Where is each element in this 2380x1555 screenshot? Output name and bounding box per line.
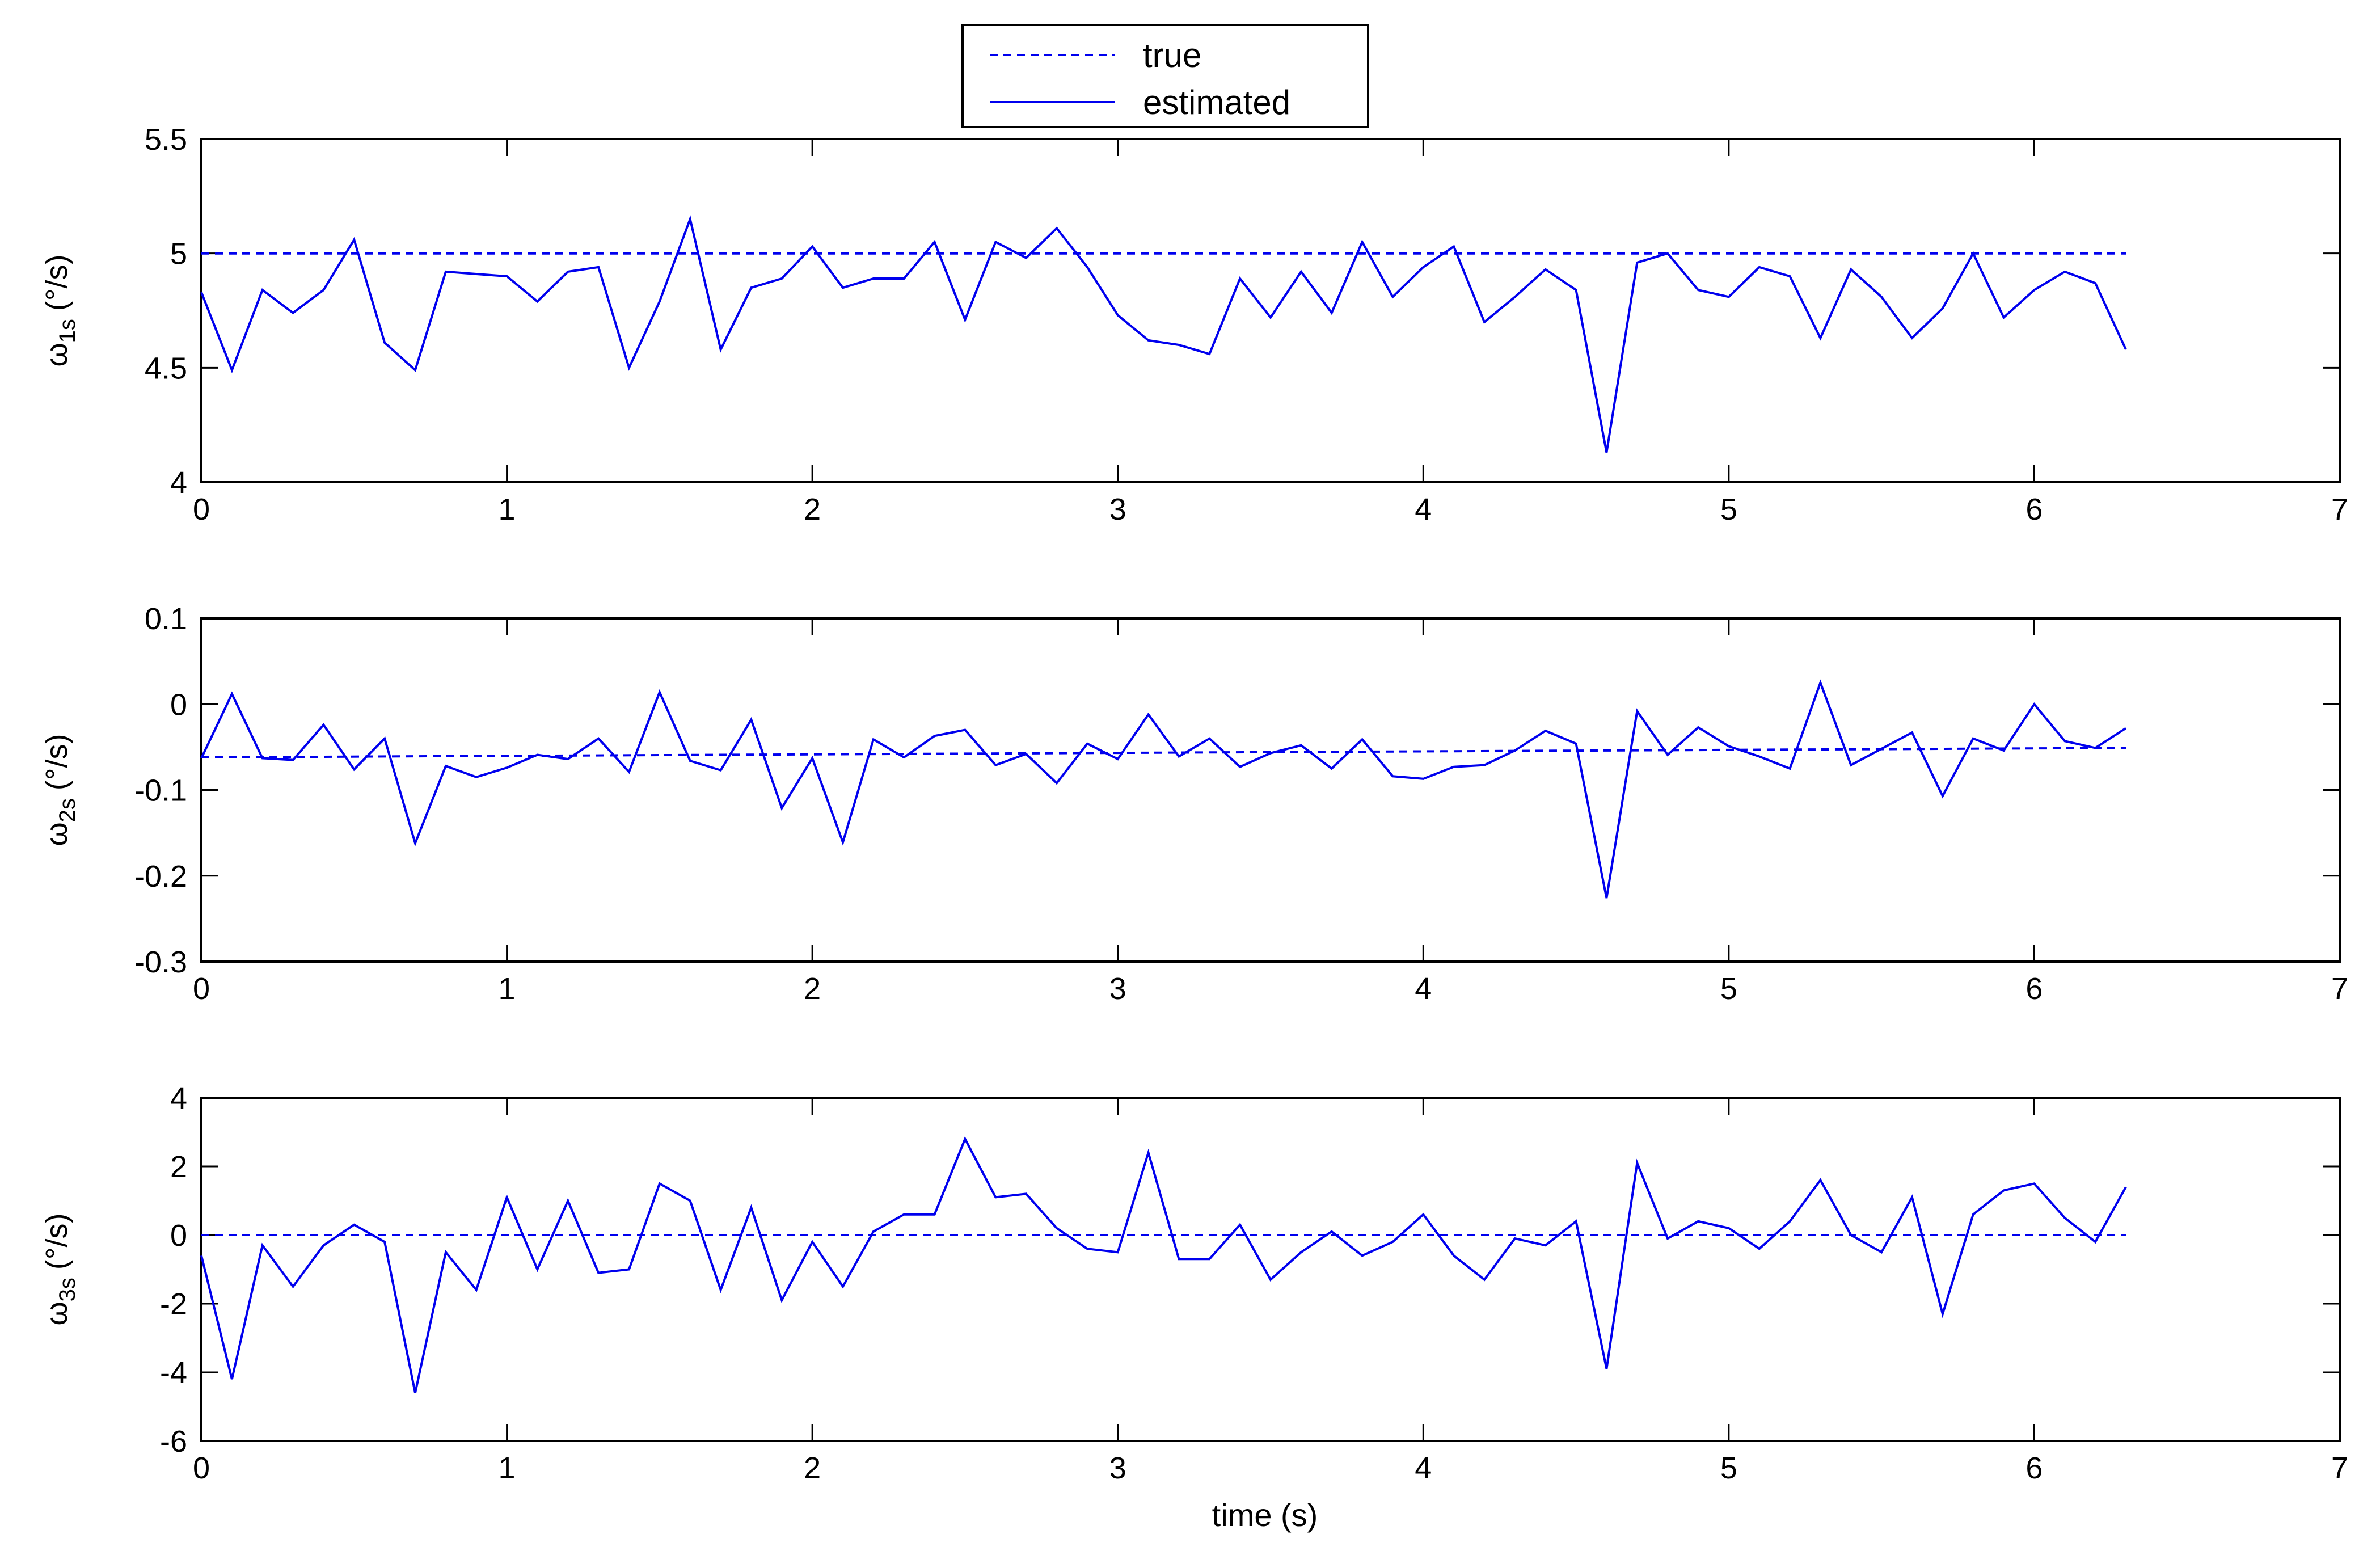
x-tick-label: 7 [2331,492,2348,526]
x-tick-label: 0 [193,492,210,526]
y-tick-label: -0.3 [134,945,187,979]
x-tick-label: 4 [1415,1451,1432,1485]
y-tick-label: -0.1 [134,774,187,808]
series-estimated-line [200,679,2127,899]
y-tick-label: -2 [160,1287,187,1321]
legend-estimated-label: estimated [1143,83,1290,121]
y-axis-label: ω3s (°/s) [40,1213,80,1326]
y-axis-label-unit: (°/s) [40,1213,74,1270]
subplot-1: 0 1 2 3 4 5 6 7 4 4.5 5 5.5 ω1s (°/s) [40,123,2348,526]
series-true-line [201,747,2126,758]
x-tick-label: 4 [1415,492,1432,526]
x-tick-label: 6 [2025,972,2043,1006]
x-tick-label: 6 [2025,492,2043,526]
x-tick-label: 1 [499,1451,516,1485]
axes-frame [200,1097,2341,1442]
x-tick-label: 1 [499,972,516,1006]
x-tick-label: 2 [804,1451,821,1485]
y-tick-label: -6 [160,1425,187,1459]
y-tick-label: 0 [170,688,187,722]
y-axis-label: ω1s (°/s) [40,255,80,367]
subplot-2: 0 1 2 3 4 5 6 7 -0.3 -0.2 -0.1 0 0.1 ω2s (°/s) [40,602,2348,1006]
x-tick-label: 7 [2331,972,2348,1006]
y-tick-label: 4.5 [145,351,187,385]
y-axis-label-unit: (°/s) [40,734,74,791]
legend: true estimated [961,24,1369,128]
series-estimated-line [200,215,2127,453]
subplot-3: 0 1 2 3 4 5 6 7 -6 -4 -2 0 2 4 ω3s (°/s) time (s) [40,1081,2348,1533]
x-tick-label: 2 [804,492,821,526]
x-tick-label: 0 [193,972,210,1006]
y-tick-label: -0.2 [134,859,187,894]
x-tick-label: 6 [2025,1451,2043,1485]
y-axis-label-subscript: 3s [55,1278,80,1301]
y-axis-label-symbol: ω [40,822,74,846]
y-axis-label-subscript: 2s [55,798,80,822]
axes-frame [200,617,2341,963]
x-axis-label: time (s) [1212,1497,1318,1533]
y-axis-label-subscript: 1s [55,319,80,343]
x-tick-label: 5 [1720,492,1737,526]
y-tick-label: 0.1 [145,602,187,636]
legend-true-label: true [1143,36,1201,74]
series-estimated-line [200,1136,2127,1393]
y-axis-label-unit: (°/s) [40,255,74,311]
x-tick-label: 1 [499,492,516,526]
y-tick-label: 5.5 [145,123,187,157]
x-tick-label: 2 [804,972,821,1006]
x-tick-label: 3 [1109,972,1126,1006]
x-tick-label: 0 [193,1451,210,1485]
y-tick-label: 5 [170,237,187,271]
y-tick-label: 2 [170,1150,187,1184]
x-tick-label: 3 [1109,1451,1126,1485]
x-tick-label: 5 [1720,972,1737,1006]
y-axis-label-symbol: ω [40,343,74,366]
y-axis-label-symbol: ω [40,1301,74,1325]
x-tick-label: 3 [1109,492,1126,526]
axes-frame [200,138,2341,483]
legend-box [961,24,1369,128]
x-tick-label: 7 [2331,1451,2348,1485]
y-tick-label: 0 [170,1219,187,1253]
x-tick-label: 4 [1415,972,1432,1006]
x-tick-label: 5 [1720,1451,1737,1485]
y-axis-label: ω2s (°/s) [40,734,80,846]
y-tick-label: 4 [170,1081,187,1115]
y-tick-label: -4 [160,1356,187,1390]
y-tick-label: 4 [170,466,187,500]
